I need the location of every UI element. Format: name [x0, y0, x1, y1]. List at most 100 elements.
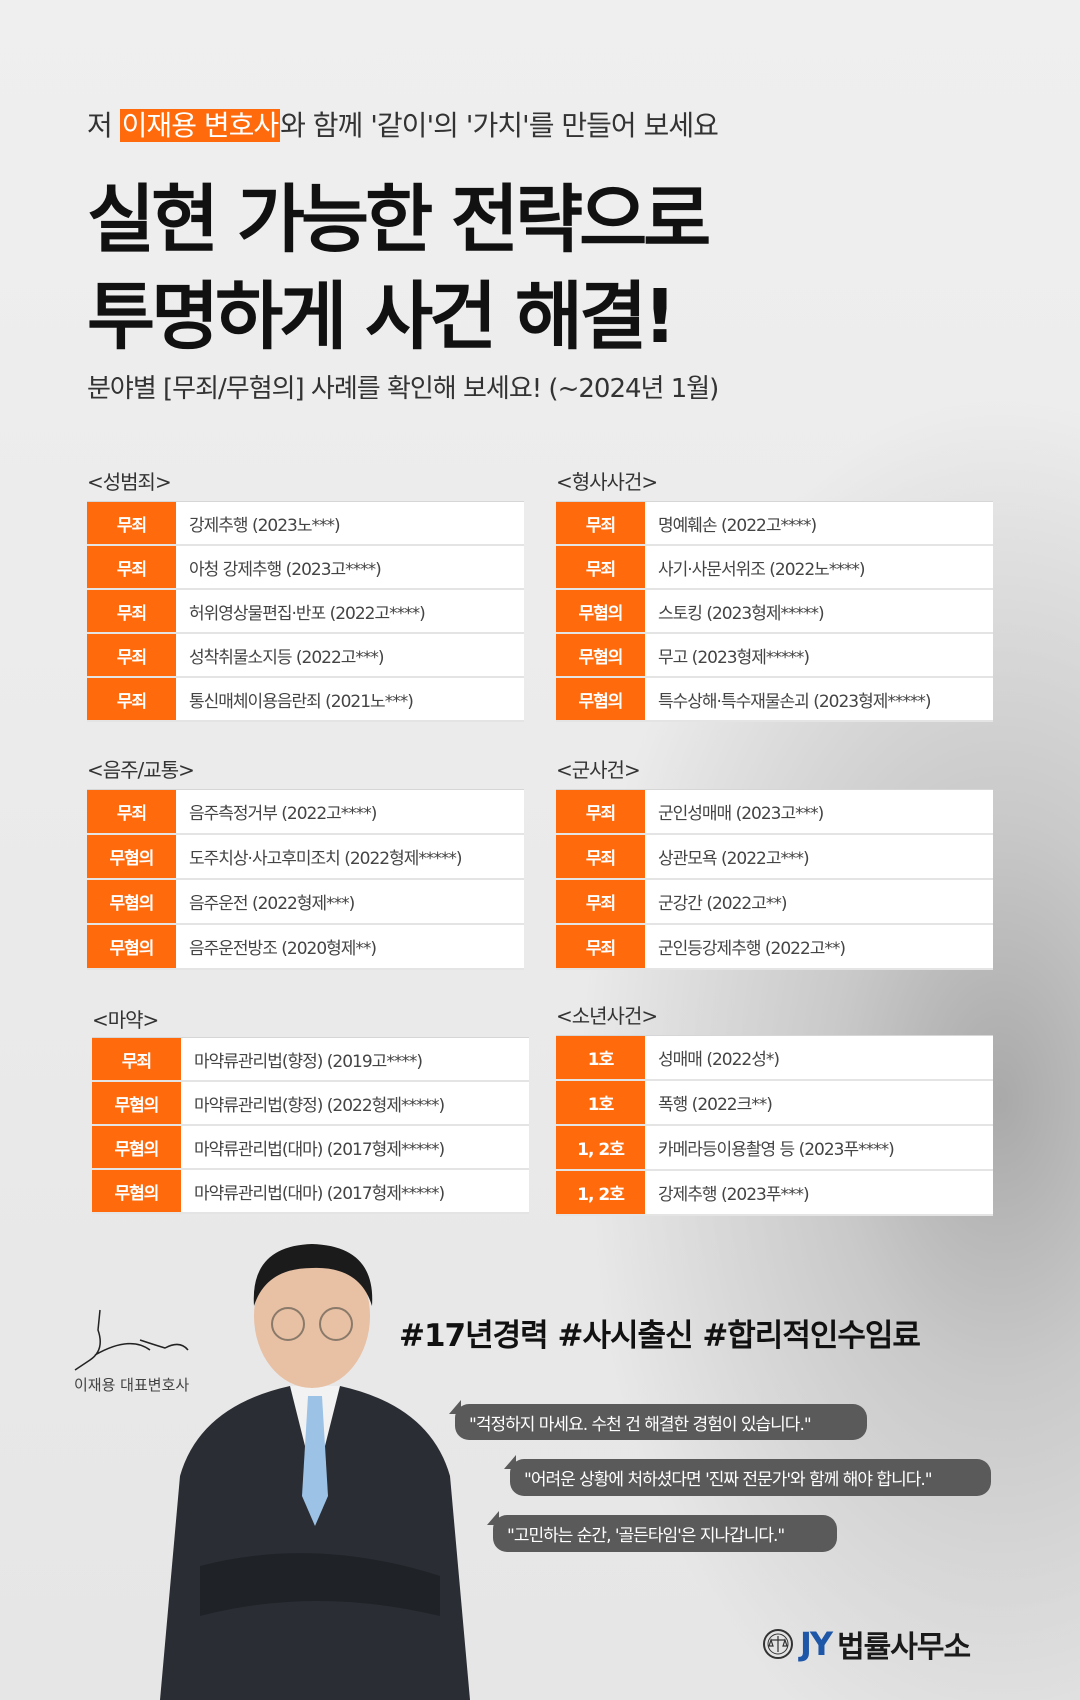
table-row: 무죄 사기·사문서위조 (2022노****) — [556, 546, 993, 590]
verdict-badge: 무혐의 — [87, 835, 176, 878]
table-row: 무혐의 무고 (2023형제*****) — [556, 634, 993, 678]
verdict-badge: 무죄 — [556, 790, 645, 833]
case-name: 폭행 (2022크**) — [658, 1095, 773, 1115]
signature-image — [74, 1309, 189, 1371]
table-row: 1호 성매매 (2022성*) — [556, 1036, 993, 1081]
intro-prefix: 저 — [87, 109, 120, 142]
table-row: 무혐의 마약류관리법(향정) (2022형제*****) — [92, 1082, 529, 1126]
case-name: 사기·사문서위조 (2022노****) — [658, 559, 865, 580]
case-name: 스토킹 (2023형제*****) — [658, 603, 825, 624]
case-name: 군인성매매 (2023고***) — [658, 804, 824, 824]
table-row: 무죄 군인성매매 (2023고***) — [556, 790, 993, 835]
verdict-badge: 1호 — [556, 1036, 645, 1079]
case-name: 명예훼손 (2022고****) — [658, 515, 817, 536]
verdict-badge: 무혐의 — [87, 880, 176, 923]
case-table: 무죄 군인성매매 (2023고***) 무죄 상관모욕 (2022고***) 무죄 군강간… — [556, 789, 993, 970]
case-name: 성착취물소지등 (2022고***) — [189, 647, 385, 668]
headline-line2: 투명하게 사건 해결! — [87, 274, 677, 360]
verdict-badge: 무혐의 — [92, 1170, 181, 1212]
verdict-badge: 무죄 — [556, 546, 645, 588]
case-name: 상관모욕 (2022고***) — [658, 849, 810, 869]
case-name: 성매매 (2022성*) — [658, 1050, 780, 1070]
quote-bubble-3: "고민하는 순간, '골든타임'은 지나갑니다." — [487, 1511, 837, 1552]
case-name: 통신매체이용음란죄 (2021노***) — [189, 691, 414, 712]
section-title: <성범죄> — [87, 470, 172, 494]
table-row: 1, 2호 강제추행 (2023푸***) — [556, 1171, 993, 1216]
table-row: 무죄 허위영상물편집·반포 (2022고****) — [87, 590, 524, 634]
case-name: 군인등강제추행 (2022고**) — [658, 939, 846, 959]
verdict-badge: 무혐의 — [556, 590, 645, 632]
verdict-badge: 무죄 — [87, 502, 176, 544]
hashtags: #17년경력 #사시출신 #합리적인수임료 — [399, 1318, 921, 1354]
case-name: 음주측정거부 (2022고****) — [189, 804, 377, 824]
case-table: 무죄 명예훼손 (2022고****) 무죄 사기·사문서위조 (2022노****)… — [556, 501, 993, 722]
table-row: 무혐의 마약류관리법(대마) (2017형제*****) — [92, 1126, 529, 1170]
case-name: 마약류관리법(향정) (2022형제*****) — [194, 1095, 445, 1116]
verdict-badge: 무죄 — [87, 634, 176, 676]
scales-of-justice-icon — [763, 1629, 793, 1659]
case-name: 특수상해·특수재물손괴 (2023형제*****) — [658, 691, 932, 712]
lawyer-name-highlight: 이재용 변호사 — [119, 109, 281, 142]
table-row: 무죄 마약류관리법(향정) (2019고****) — [92, 1038, 529, 1082]
table-row: 무죄 음주측정거부 (2022고****) — [87, 790, 524, 835]
verdict-badge: 무죄 — [87, 590, 176, 632]
verdict-badge: 무혐의 — [92, 1082, 181, 1124]
table-row: 무혐의 도주치상·사고후미조치 (2022형제*****) — [87, 835, 524, 880]
quote-bubble-2: "어려운 상황에 처하셨다면 '진짜 전문가'와 함께 해야 합니다." — [504, 1455, 991, 1496]
table-row: 무혐의 특수상해·특수재물손괴 (2023형제*****) — [556, 678, 993, 722]
case-name: 강제추행 (2023노***) — [189, 515, 341, 536]
verdict-badge: 무죄 — [556, 925, 645, 968]
case-table: 무죄 마약류관리법(향정) (2019고****) 무혐의 마약류관리법(향정) (2… — [92, 1037, 529, 1214]
case-name: 마약류관리법(대마) (2017형제*****) — [194, 1139, 445, 1160]
verdict-badge: 1호 — [556, 1081, 645, 1124]
case-name: 아청 강제추행 (2023고****) — [189, 559, 382, 580]
case-name: 군강간 (2022고**) — [658, 894, 787, 914]
case-name: 허위영상물편집·반포 (2022고****) — [189, 603, 426, 624]
verdict-badge: 무혐의 — [92, 1126, 181, 1168]
section-title: <마약> — [92, 1008, 159, 1032]
verdict-badge: 무죄 — [87, 546, 176, 588]
case-name: 도주치상·사고후미조치 (2022형제*****) — [189, 849, 463, 869]
table-row: 무죄 상관모욕 (2022고***) — [556, 835, 993, 880]
verdict-badge: 1, 2호 — [556, 1171, 645, 1214]
case-name: 카메라등이용촬영 등 (2023푸****) — [658, 1140, 895, 1160]
subheading: 분야별 [무죄/무혐의] 사례를 확인해 보세요! (~2024년 1월) — [87, 374, 719, 404]
logo-name: 법률사무소 — [837, 1630, 971, 1665]
verdict-badge: 무죄 — [92, 1038, 181, 1080]
table-row: 무죄 군인등강제추행 (2022고**) — [556, 925, 993, 970]
firm-logo: JY 법률사무소 — [762, 1622, 971, 1666]
case-name: 강제추행 (2023푸***) — [658, 1185, 810, 1205]
table-row: 무혐의 스토킹 (2023형제*****) — [556, 590, 993, 634]
case-table: 무죄 음주측정거부 (2022고****) 무혐의 도주치상·사고후미조치 (2022… — [87, 789, 524, 970]
verdict-badge: 무혐의 — [556, 678, 645, 720]
verdict-badge: 무죄 — [556, 502, 645, 544]
table-row: 무죄 명예훼손 (2022고****) — [556, 502, 993, 546]
case-table: 1호 성매매 (2022성*) 1호 폭행 (2022크**) 1, 2호 카메라등이용촬… — [556, 1035, 993, 1216]
verdict-badge: 무혐의 — [87, 925, 176, 968]
section-title: <소년사건> — [556, 1004, 658, 1028]
headline-line1: 실현 가능한 전략으로 — [87, 177, 711, 263]
lawyer-photo — [160, 1244, 470, 1700]
case-name: 마약류관리법(대마) (2017형제*****) — [194, 1183, 445, 1204]
case-name: 음주운전 (2022형제***) — [189, 894, 355, 914]
table-row: 1, 2호 카메라등이용촬영 등 (2023푸****) — [556, 1126, 993, 1171]
case-name: 음주운전방조 (2020형제**) — [189, 939, 377, 959]
quote-bubble-1: "걱정하지 마세요. 수천 건 해결한 경험이 있습니다." — [449, 1400, 867, 1440]
section-title: <음주/교통> — [87, 758, 195, 782]
case-table: 무죄 강제추행 (2023노***) 무죄 아청 강제추행 (2023고****) 무죄… — [87, 501, 524, 722]
section-title: <군사건> — [556, 758, 641, 782]
table-row: 무혐의 마약류관리법(대마) (2017형제*****) — [92, 1170, 529, 1214]
verdict-badge: 무죄 — [87, 790, 176, 833]
table-row: 무죄 성착취물소지등 (2022고***) — [87, 634, 524, 678]
verdict-badge: 무죄 — [87, 678, 176, 720]
intro-text: 저 이재용 변호사와 함께 '같이'의 '가치'를 만들어 보세요 — [87, 104, 719, 144]
signature-name: 이재용 대표변호사 — [74, 1376, 190, 1394]
verdict-badge: 무혐의 — [556, 634, 645, 676]
table-row: 무혐의 음주운전방조 (2020형제**) — [87, 925, 524, 970]
intro-suffix: 와 함께 '같이'의 '가치'를 만들어 보세요 — [280, 109, 719, 142]
table-row: 무죄 아청 강제추행 (2023고****) — [87, 546, 524, 590]
table-row: 무죄 강제추행 (2023노***) — [87, 502, 524, 546]
case-name: 마약류관리법(향정) (2019고****) — [194, 1051, 423, 1072]
section-title: <형사사건> — [556, 470, 658, 494]
verdict-badge: 무죄 — [556, 835, 645, 878]
